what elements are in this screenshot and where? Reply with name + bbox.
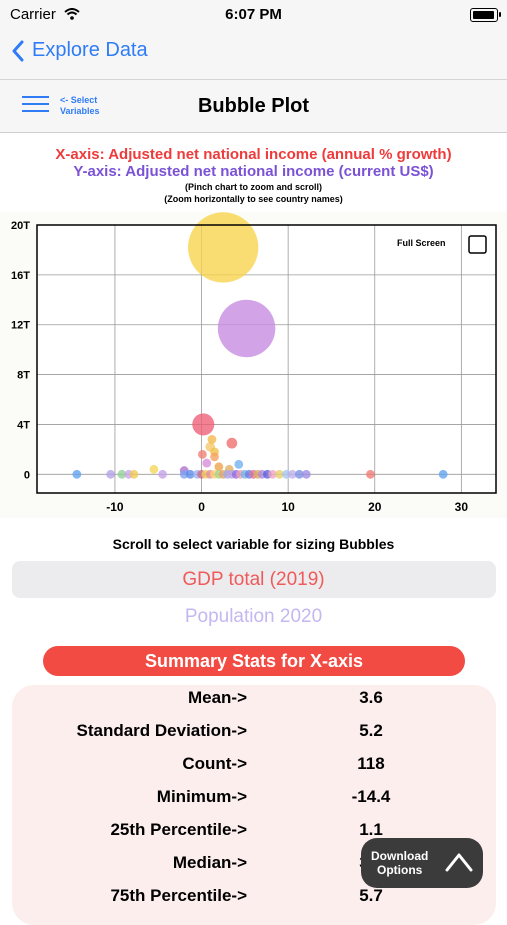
toolbar: <- Select Variables Bubble Plot bbox=[0, 80, 507, 133]
plot-area bbox=[37, 225, 496, 493]
summary-row: Minimum-> -14.4 bbox=[12, 787, 496, 817]
download-options-label: Download Options bbox=[371, 849, 428, 877]
summary-row-label: Median-> bbox=[172, 853, 247, 872]
bubble[interactable] bbox=[366, 469, 375, 479]
summary-row: Standard Deviation-> 5.2 bbox=[12, 721, 496, 751]
download-options-button[interactable]: Download Options bbox=[361, 838, 483, 888]
bubble[interactable] bbox=[202, 458, 212, 468]
bubble[interactable] bbox=[288, 469, 297, 479]
bubble[interactable] bbox=[210, 452, 219, 462]
carrier-label: Carrier bbox=[10, 6, 56, 23]
y-tick-label: 16T bbox=[11, 270, 30, 282]
full-screen-label: Full Screen bbox=[397, 238, 446, 248]
bubble[interactable] bbox=[192, 413, 215, 436]
full-screen-checkbox[interactable] bbox=[468, 235, 487, 254]
x-tick-label: 0 bbox=[198, 500, 205, 514]
select-variables-button[interactable]: <- Select Variables bbox=[60, 95, 100, 117]
bubble-chart[interactable]: -10 0 10 20 30 0 4T 8T 12T 16T 20T Full Screen bbox=[0, 212, 507, 518]
summary-row-value: 1.1 bbox=[359, 820, 383, 839]
x-axis-caption: X-axis: Adjusted net national income (an… bbox=[55, 146, 452, 163]
picker-option-selected[interactable]: GDP total (2019) bbox=[182, 569, 325, 590]
chevron-left-icon bbox=[12, 40, 24, 61]
chevron-up-icon bbox=[445, 853, 473, 872]
bubble[interactable] bbox=[149, 464, 159, 474]
back-button[interactable]: Explore Data bbox=[12, 39, 148, 62]
bubble[interactable] bbox=[158, 469, 167, 479]
zoom-hint: (Zoom horizontally to see country names) bbox=[164, 194, 343, 204]
plot-frame bbox=[36, 224, 497, 494]
bubble[interactable] bbox=[268, 469, 277, 479]
select-variables-line2: Variables bbox=[60, 106, 100, 116]
pinch-hint: (Pinch chart to zoom and scroll) bbox=[184, 182, 322, 192]
menu-icon[interactable] bbox=[22, 96, 49, 117]
navigation-bar: Explore Data bbox=[0, 30, 507, 80]
bubble[interactable] bbox=[234, 459, 244, 469]
bubble[interactable] bbox=[72, 469, 82, 479]
bubble[interactable] bbox=[301, 469, 311, 479]
clock: 6:07 PM bbox=[225, 6, 282, 23]
bubble[interactable] bbox=[188, 212, 259, 283]
bubble[interactable] bbox=[117, 469, 127, 479]
sizing-label: Scroll to select variable for sizing Bub… bbox=[112, 536, 395, 552]
summary-row: 25th Percentile-> 1.1 bbox=[12, 820, 496, 850]
x-tick-label: 30 bbox=[455, 500, 469, 514]
x-tick-label: 20 bbox=[368, 500, 382, 514]
bubble[interactable] bbox=[226, 437, 238, 449]
summary-row-label: Mean-> bbox=[187, 688, 247, 707]
summary-row-label: 25th Percentile-> bbox=[110, 820, 247, 839]
bubble[interactable] bbox=[198, 449, 207, 459]
status-bar: Carrier 6:07 PM bbox=[0, 0, 507, 30]
bubble[interactable] bbox=[295, 469, 304, 479]
summary-row-value: 5.7 bbox=[359, 886, 383, 905]
summary-row-value: 118 bbox=[357, 754, 385, 773]
page-title: Bubble Plot bbox=[197, 95, 310, 117]
bubble[interactable] bbox=[129, 469, 139, 479]
y-axis-caption: Y-axis: Adjusted net national income (cu… bbox=[73, 163, 434, 180]
y-tick-label: 20T bbox=[11, 220, 30, 232]
download-line2: Options bbox=[377, 863, 423, 877]
bubble[interactable] bbox=[214, 462, 224, 472]
x-tick-label: 10 bbox=[281, 500, 295, 514]
summary-row: Count-> 118 bbox=[12, 754, 496, 784]
summary-row-label: Minimum-> bbox=[156, 787, 247, 806]
bubble[interactable] bbox=[106, 469, 116, 479]
bubble[interactable] bbox=[207, 435, 217, 444]
bubble[interactable] bbox=[185, 469, 195, 479]
bubble[interactable] bbox=[179, 469, 189, 479]
wifi-icon bbox=[64, 8, 80, 20]
select-variables-line1: <- Select bbox=[60, 95, 98, 105]
y-tick-label: 0 bbox=[24, 469, 30, 481]
summary-row: Mean-> 3.6 bbox=[12, 688, 496, 718]
summary-stats-button[interactable]: Summary Stats for X-axis bbox=[43, 646, 465, 676]
y-tick-label: 12T bbox=[11, 320, 30, 332]
bubbles[interactable] bbox=[72, 212, 448, 479]
y-tick-label: 8T bbox=[17, 370, 30, 382]
bubble[interactable] bbox=[282, 469, 291, 479]
x-tick-label: -10 bbox=[106, 500, 124, 514]
tick-labels: -10 0 10 20 30 0 4T 8T 12T 16T 20T bbox=[11, 220, 468, 514]
download-line1: Download bbox=[371, 849, 429, 863]
summary-row-label: Count-> bbox=[182, 754, 247, 773]
summary-row-label: Standard Deviation-> bbox=[76, 721, 247, 740]
battery-icon bbox=[470, 8, 501, 22]
back-button-label: Explore Data bbox=[32, 39, 148, 61]
summary-row: 75th Percentile-> 5.7 bbox=[12, 886, 496, 916]
summary-row-label: 75th Percentile-> bbox=[110, 886, 247, 905]
picker-option-next[interactable]: Population 2020 bbox=[184, 606, 323, 627]
summary-row-value: -14.4 bbox=[351, 787, 391, 806]
bubble[interactable] bbox=[438, 469, 448, 479]
bubble[interactable] bbox=[275, 469, 284, 479]
summary-row-value: 3.6 bbox=[359, 688, 383, 707]
y-tick-label: 4T bbox=[17, 419, 30, 431]
summary-row-value: 5.2 bbox=[359, 721, 383, 740]
bubble[interactable] bbox=[217, 299, 276, 358]
picker-selection-highlight bbox=[12, 561, 496, 598]
